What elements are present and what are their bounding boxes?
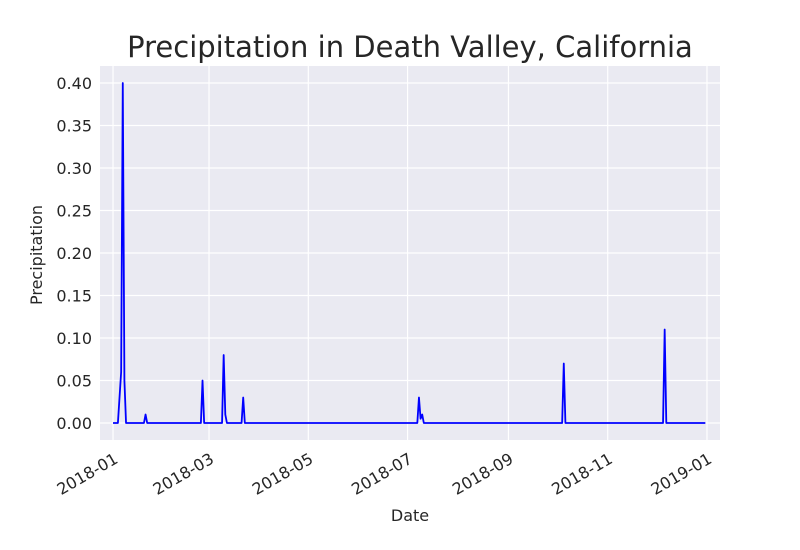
x-axis-label: Date	[391, 506, 429, 525]
chart-title: Precipitation in Death Valley, Californi…	[127, 30, 693, 64]
y-tick-label: 0.40	[56, 74, 92, 93]
y-tick-label: 0.25	[56, 202, 92, 221]
y-tick-label: 0.35	[56, 117, 92, 136]
y-tick-label: 0.10	[56, 329, 92, 348]
y-tick-labels: 0.00 0.05 0.10 0.15 0.20 0.25 0.30 0.35 0.40	[56, 74, 92, 433]
y-tick-label: 0.00	[56, 414, 92, 433]
grid-lines	[100, 66, 720, 440]
y-tick-label: 0.15	[56, 287, 92, 306]
y-tick-label: 0.05	[56, 372, 92, 391]
series-layer	[113, 82, 706, 424]
y-tick-label: 0.20	[56, 244, 92, 263]
y-tick-label: 0.30	[56, 159, 92, 178]
y-axis-label: Precipitation	[27, 205, 46, 305]
precipitation-series-line	[113, 82, 706, 424]
